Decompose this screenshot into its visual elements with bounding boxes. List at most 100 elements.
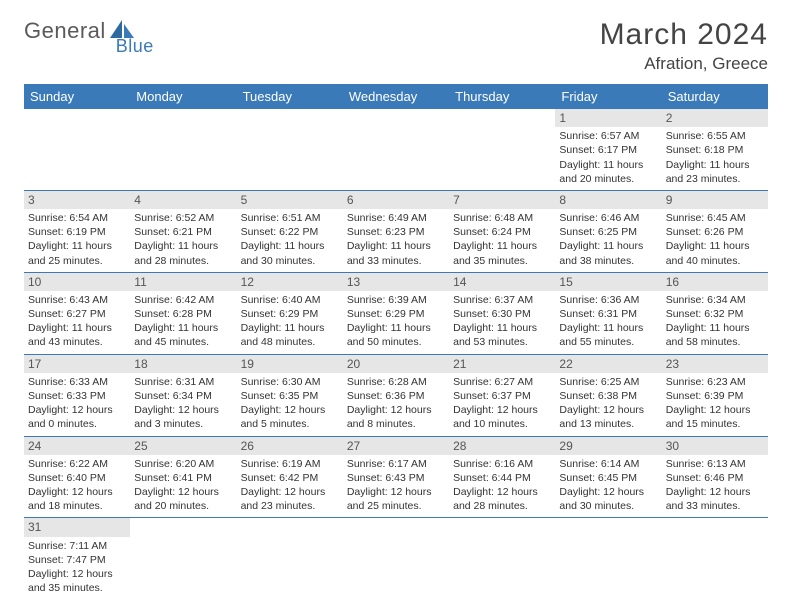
sunrise-text: Sunrise: 6:57 AM bbox=[559, 129, 657, 143]
sunset-text: Sunset: 6:46 PM bbox=[666, 471, 764, 485]
title-block: March 2024 Afration, Greece bbox=[600, 18, 768, 74]
day-number: 5 bbox=[237, 191, 343, 209]
sunrise-text: Sunrise: 6:20 AM bbox=[134, 457, 232, 471]
sunrise-text: Sunrise: 6:42 AM bbox=[134, 293, 232, 307]
weekday-header: Saturday bbox=[662, 84, 768, 109]
sunset-text: Sunset: 6:26 PM bbox=[666, 225, 764, 239]
day2-text: and 23 minutes. bbox=[666, 172, 764, 186]
calendar-cell: 29Sunrise: 6:14 AMSunset: 6:45 PMDayligh… bbox=[555, 436, 661, 518]
day1-text: Daylight: 12 hours bbox=[28, 403, 126, 417]
day-number: 25 bbox=[130, 437, 236, 455]
calendar-cell bbox=[555, 518, 661, 599]
day-number: 9 bbox=[662, 191, 768, 209]
day1-text: Daylight: 12 hours bbox=[666, 403, 764, 417]
calendar-cell: 19Sunrise: 6:30 AMSunset: 6:35 PMDayligh… bbox=[237, 354, 343, 436]
day1-text: Daylight: 11 hours bbox=[453, 321, 551, 335]
calendar-cell: 27Sunrise: 6:17 AMSunset: 6:43 PMDayligh… bbox=[343, 436, 449, 518]
day1-text: Daylight: 11 hours bbox=[28, 239, 126, 253]
day-number: 30 bbox=[662, 437, 768, 455]
day2-text: and 30 minutes. bbox=[559, 499, 657, 513]
sunset-text: Sunset: 6:23 PM bbox=[347, 225, 445, 239]
calendar-cell: 11Sunrise: 6:42 AMSunset: 6:28 PMDayligh… bbox=[130, 272, 236, 354]
calendar-cell bbox=[237, 518, 343, 599]
sunset-text: Sunset: 6:41 PM bbox=[134, 471, 232, 485]
sunset-text: Sunset: 6:19 PM bbox=[28, 225, 126, 239]
calendar-cell: 9Sunrise: 6:45 AMSunset: 6:26 PMDaylight… bbox=[662, 190, 768, 272]
calendar-table: Sunday Monday Tuesday Wednesday Thursday… bbox=[24, 84, 768, 599]
sunset-text: Sunset: 6:24 PM bbox=[453, 225, 551, 239]
calendar-cell: 17Sunrise: 6:33 AMSunset: 6:33 PMDayligh… bbox=[24, 354, 130, 436]
sunset-text: Sunset: 6:27 PM bbox=[28, 307, 126, 321]
sunrise-text: Sunrise: 6:45 AM bbox=[666, 211, 764, 225]
day2-text: and 58 minutes. bbox=[666, 335, 764, 349]
calendar-row: 24Sunrise: 6:22 AMSunset: 6:40 PMDayligh… bbox=[24, 436, 768, 518]
day1-text: Daylight: 12 hours bbox=[134, 485, 232, 499]
sunrise-text: Sunrise: 6:27 AM bbox=[453, 375, 551, 389]
day2-text: and 5 minutes. bbox=[241, 417, 339, 431]
day-number: 4 bbox=[130, 191, 236, 209]
page-title: March 2024 bbox=[600, 18, 768, 52]
day1-text: Daylight: 11 hours bbox=[559, 239, 657, 253]
day1-text: Daylight: 11 hours bbox=[347, 239, 445, 253]
sunrise-text: Sunrise: 6:31 AM bbox=[134, 375, 232, 389]
weekday-header: Sunday bbox=[24, 84, 130, 109]
sunrise-text: Sunrise: 6:30 AM bbox=[241, 375, 339, 389]
day2-text: and 20 minutes. bbox=[559, 172, 657, 186]
day1-text: Daylight: 11 hours bbox=[453, 239, 551, 253]
day1-text: Daylight: 11 hours bbox=[666, 158, 764, 172]
sunset-text: Sunset: 6:35 PM bbox=[241, 389, 339, 403]
day2-text: and 10 minutes. bbox=[453, 417, 551, 431]
day2-text: and 33 minutes. bbox=[347, 254, 445, 268]
day-number: 16 bbox=[662, 273, 768, 291]
day-number: 8 bbox=[555, 191, 661, 209]
calendar-cell: 1Sunrise: 6:57 AMSunset: 6:17 PMDaylight… bbox=[555, 109, 661, 190]
day-number: 3 bbox=[24, 191, 130, 209]
location-label: Afration, Greece bbox=[600, 54, 768, 74]
day1-text: Daylight: 12 hours bbox=[28, 567, 126, 581]
logo: General Blue bbox=[24, 18, 154, 57]
sunset-text: Sunset: 6:34 PM bbox=[134, 389, 232, 403]
sunset-text: Sunset: 6:44 PM bbox=[453, 471, 551, 485]
day2-text: and 23 minutes. bbox=[241, 499, 339, 513]
sunset-text: Sunset: 6:38 PM bbox=[559, 389, 657, 403]
day1-text: Daylight: 11 hours bbox=[241, 239, 339, 253]
sunset-text: Sunset: 6:42 PM bbox=[241, 471, 339, 485]
sunrise-text: Sunrise: 6:46 AM bbox=[559, 211, 657, 225]
day-number: 27 bbox=[343, 437, 449, 455]
day2-text: and 33 minutes. bbox=[666, 499, 764, 513]
calendar-cell bbox=[130, 109, 236, 190]
day2-text: and 30 minutes. bbox=[241, 254, 339, 268]
day-number: 7 bbox=[449, 191, 555, 209]
calendar-cell bbox=[343, 518, 449, 599]
day2-text: and 13 minutes. bbox=[559, 417, 657, 431]
calendar-cell: 24Sunrise: 6:22 AMSunset: 6:40 PMDayligh… bbox=[24, 436, 130, 518]
sunset-text: Sunset: 6:30 PM bbox=[453, 307, 551, 321]
weekday-header-row: Sunday Monday Tuesday Wednesday Thursday… bbox=[24, 84, 768, 109]
sunset-text: Sunset: 6:45 PM bbox=[559, 471, 657, 485]
sunrise-text: Sunrise: 7:11 AM bbox=[28, 539, 126, 553]
day1-text: Daylight: 11 hours bbox=[347, 321, 445, 335]
calendar-cell: 15Sunrise: 6:36 AMSunset: 6:31 PMDayligh… bbox=[555, 272, 661, 354]
day1-text: Daylight: 12 hours bbox=[559, 485, 657, 499]
day1-text: Daylight: 12 hours bbox=[241, 485, 339, 499]
sunset-text: Sunset: 6:33 PM bbox=[28, 389, 126, 403]
calendar-cell: 6Sunrise: 6:49 AMSunset: 6:23 PMDaylight… bbox=[343, 190, 449, 272]
sunrise-text: Sunrise: 6:17 AM bbox=[347, 457, 445, 471]
day2-text: and 25 minutes. bbox=[347, 499, 445, 513]
day2-text: and 25 minutes. bbox=[28, 254, 126, 268]
day1-text: Daylight: 12 hours bbox=[28, 485, 126, 499]
calendar-cell: 3Sunrise: 6:54 AMSunset: 6:19 PMDaylight… bbox=[24, 190, 130, 272]
sunrise-text: Sunrise: 6:19 AM bbox=[241, 457, 339, 471]
weekday-header: Wednesday bbox=[343, 84, 449, 109]
day-number: 12 bbox=[237, 273, 343, 291]
logo-word2: Blue bbox=[116, 36, 154, 57]
sunset-text: Sunset: 6:37 PM bbox=[453, 389, 551, 403]
day1-text: Daylight: 11 hours bbox=[666, 321, 764, 335]
day-number: 20 bbox=[343, 355, 449, 373]
calendar-cell: 21Sunrise: 6:27 AMSunset: 6:37 PMDayligh… bbox=[449, 354, 555, 436]
day2-text: and 38 minutes. bbox=[559, 254, 657, 268]
calendar-cell: 16Sunrise: 6:34 AMSunset: 6:32 PMDayligh… bbox=[662, 272, 768, 354]
sunset-text: Sunset: 6:29 PM bbox=[347, 307, 445, 321]
sunset-text: Sunset: 6:31 PM bbox=[559, 307, 657, 321]
sunset-text: Sunset: 6:22 PM bbox=[241, 225, 339, 239]
